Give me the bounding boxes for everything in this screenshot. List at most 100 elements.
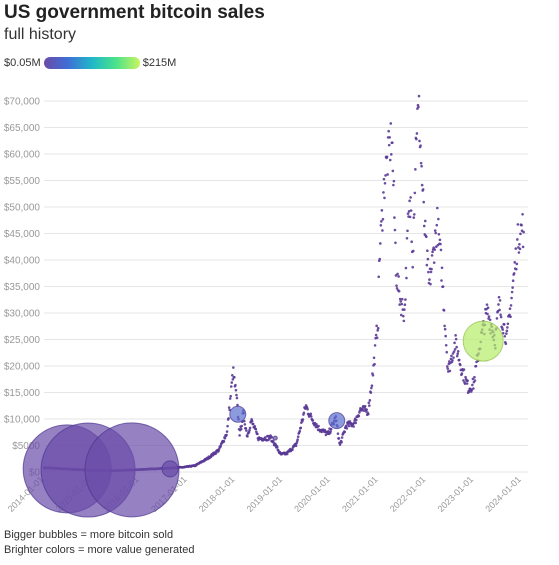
price-point bbox=[347, 424, 351, 428]
y-tick-label: $55,000 bbox=[4, 176, 41, 187]
price-point bbox=[518, 247, 522, 251]
price-point bbox=[408, 199, 411, 203]
price-point bbox=[486, 306, 490, 309]
price-point bbox=[498, 308, 501, 312]
price-point bbox=[244, 426, 248, 430]
sale-bubble bbox=[462, 320, 504, 362]
price-point bbox=[384, 174, 387, 177]
price-point bbox=[420, 183, 424, 187]
price-point bbox=[508, 307, 512, 311]
price-point bbox=[248, 428, 251, 432]
x-tick-label: 2018-01-01 bbox=[197, 474, 237, 514]
price-point bbox=[415, 132, 419, 135]
price-point bbox=[414, 168, 417, 171]
price-point bbox=[438, 238, 442, 242]
price-point bbox=[223, 436, 227, 440]
price-point bbox=[522, 230, 525, 234]
y-tick-label: $45,000 bbox=[4, 229, 41, 240]
price-point bbox=[327, 429, 330, 433]
price-point bbox=[382, 191, 385, 194]
price-point bbox=[238, 434, 241, 437]
price-point bbox=[453, 341, 456, 345]
y-tick-label: $10,000 bbox=[4, 415, 41, 426]
price-point bbox=[239, 427, 243, 431]
price-point bbox=[329, 427, 333, 431]
price-point bbox=[366, 412, 370, 416]
sale-bubble bbox=[229, 405, 247, 423]
price-point bbox=[270, 436, 274, 439]
price-point bbox=[486, 312, 489, 316]
price-point bbox=[340, 436, 344, 439]
price-point bbox=[429, 282, 432, 286]
price-point bbox=[337, 437, 341, 440]
price-point bbox=[520, 223, 523, 227]
price-point bbox=[405, 236, 409, 240]
price-point bbox=[408, 215, 412, 219]
price-point bbox=[368, 399, 372, 402]
price-point bbox=[497, 303, 500, 306]
price-point bbox=[464, 375, 467, 379]
price-point bbox=[402, 319, 406, 323]
y-tick-label: $70,000 bbox=[4, 97, 41, 108]
price-point bbox=[383, 196, 386, 200]
x-tick-label: 2024-01-01 bbox=[483, 474, 523, 514]
price-point bbox=[463, 382, 467, 385]
price-point bbox=[441, 285, 445, 288]
price-point bbox=[296, 435, 300, 439]
price-point bbox=[460, 372, 464, 375]
price-point bbox=[514, 247, 518, 250]
y-tick-label: $65,000 bbox=[4, 123, 41, 134]
price-point bbox=[296, 438, 299, 441]
price-point bbox=[412, 213, 416, 216]
price-point bbox=[324, 433, 328, 437]
price-point bbox=[400, 297, 404, 301]
price-point bbox=[472, 387, 475, 390]
price-point bbox=[444, 334, 447, 338]
price-point bbox=[291, 448, 294, 452]
price-point bbox=[519, 232, 522, 236]
price-point bbox=[459, 363, 462, 367]
price-point bbox=[473, 375, 476, 379]
price-point bbox=[509, 315, 512, 319]
price-point bbox=[382, 177, 386, 181]
price-point bbox=[411, 265, 415, 269]
price-point bbox=[374, 333, 378, 337]
price-point bbox=[343, 430, 347, 434]
price-point bbox=[443, 327, 447, 331]
price-point bbox=[418, 139, 421, 143]
price-point bbox=[448, 369, 452, 373]
x-tick-label: 2019-01-01 bbox=[245, 474, 285, 514]
price-point bbox=[309, 415, 313, 418]
price-point bbox=[396, 272, 399, 276]
price-point bbox=[226, 424, 229, 428]
x-tick-label: 2020-01-01 bbox=[292, 474, 332, 514]
price-point bbox=[302, 411, 306, 415]
price-point bbox=[230, 381, 234, 384]
price-point bbox=[456, 349, 460, 353]
price-point bbox=[503, 334, 507, 338]
x-tick-label: 2023-01-01 bbox=[436, 474, 476, 514]
price-point bbox=[229, 385, 233, 388]
price-point bbox=[452, 350, 456, 353]
price-point bbox=[462, 379, 465, 382]
price-point bbox=[391, 169, 395, 173]
price-point bbox=[406, 229, 409, 233]
price-point bbox=[514, 267, 518, 271]
price-point bbox=[434, 231, 438, 235]
price-point bbox=[402, 314, 405, 318]
price-point bbox=[251, 422, 255, 426]
price-point bbox=[393, 216, 396, 219]
price-point bbox=[417, 94, 421, 98]
sale-bubble bbox=[161, 460, 179, 478]
price-point bbox=[285, 452, 289, 456]
price-point bbox=[512, 272, 516, 275]
y-tick-label: $15,000 bbox=[4, 388, 41, 399]
price-point bbox=[379, 223, 383, 227]
price-point bbox=[340, 440, 343, 444]
y-tick-label: $25,000 bbox=[4, 335, 41, 346]
price-point bbox=[240, 424, 244, 428]
price-point bbox=[391, 141, 394, 144]
chart-subtitle: full history bbox=[4, 26, 77, 43]
price-point bbox=[400, 302, 404, 306]
price-point bbox=[426, 257, 430, 261]
